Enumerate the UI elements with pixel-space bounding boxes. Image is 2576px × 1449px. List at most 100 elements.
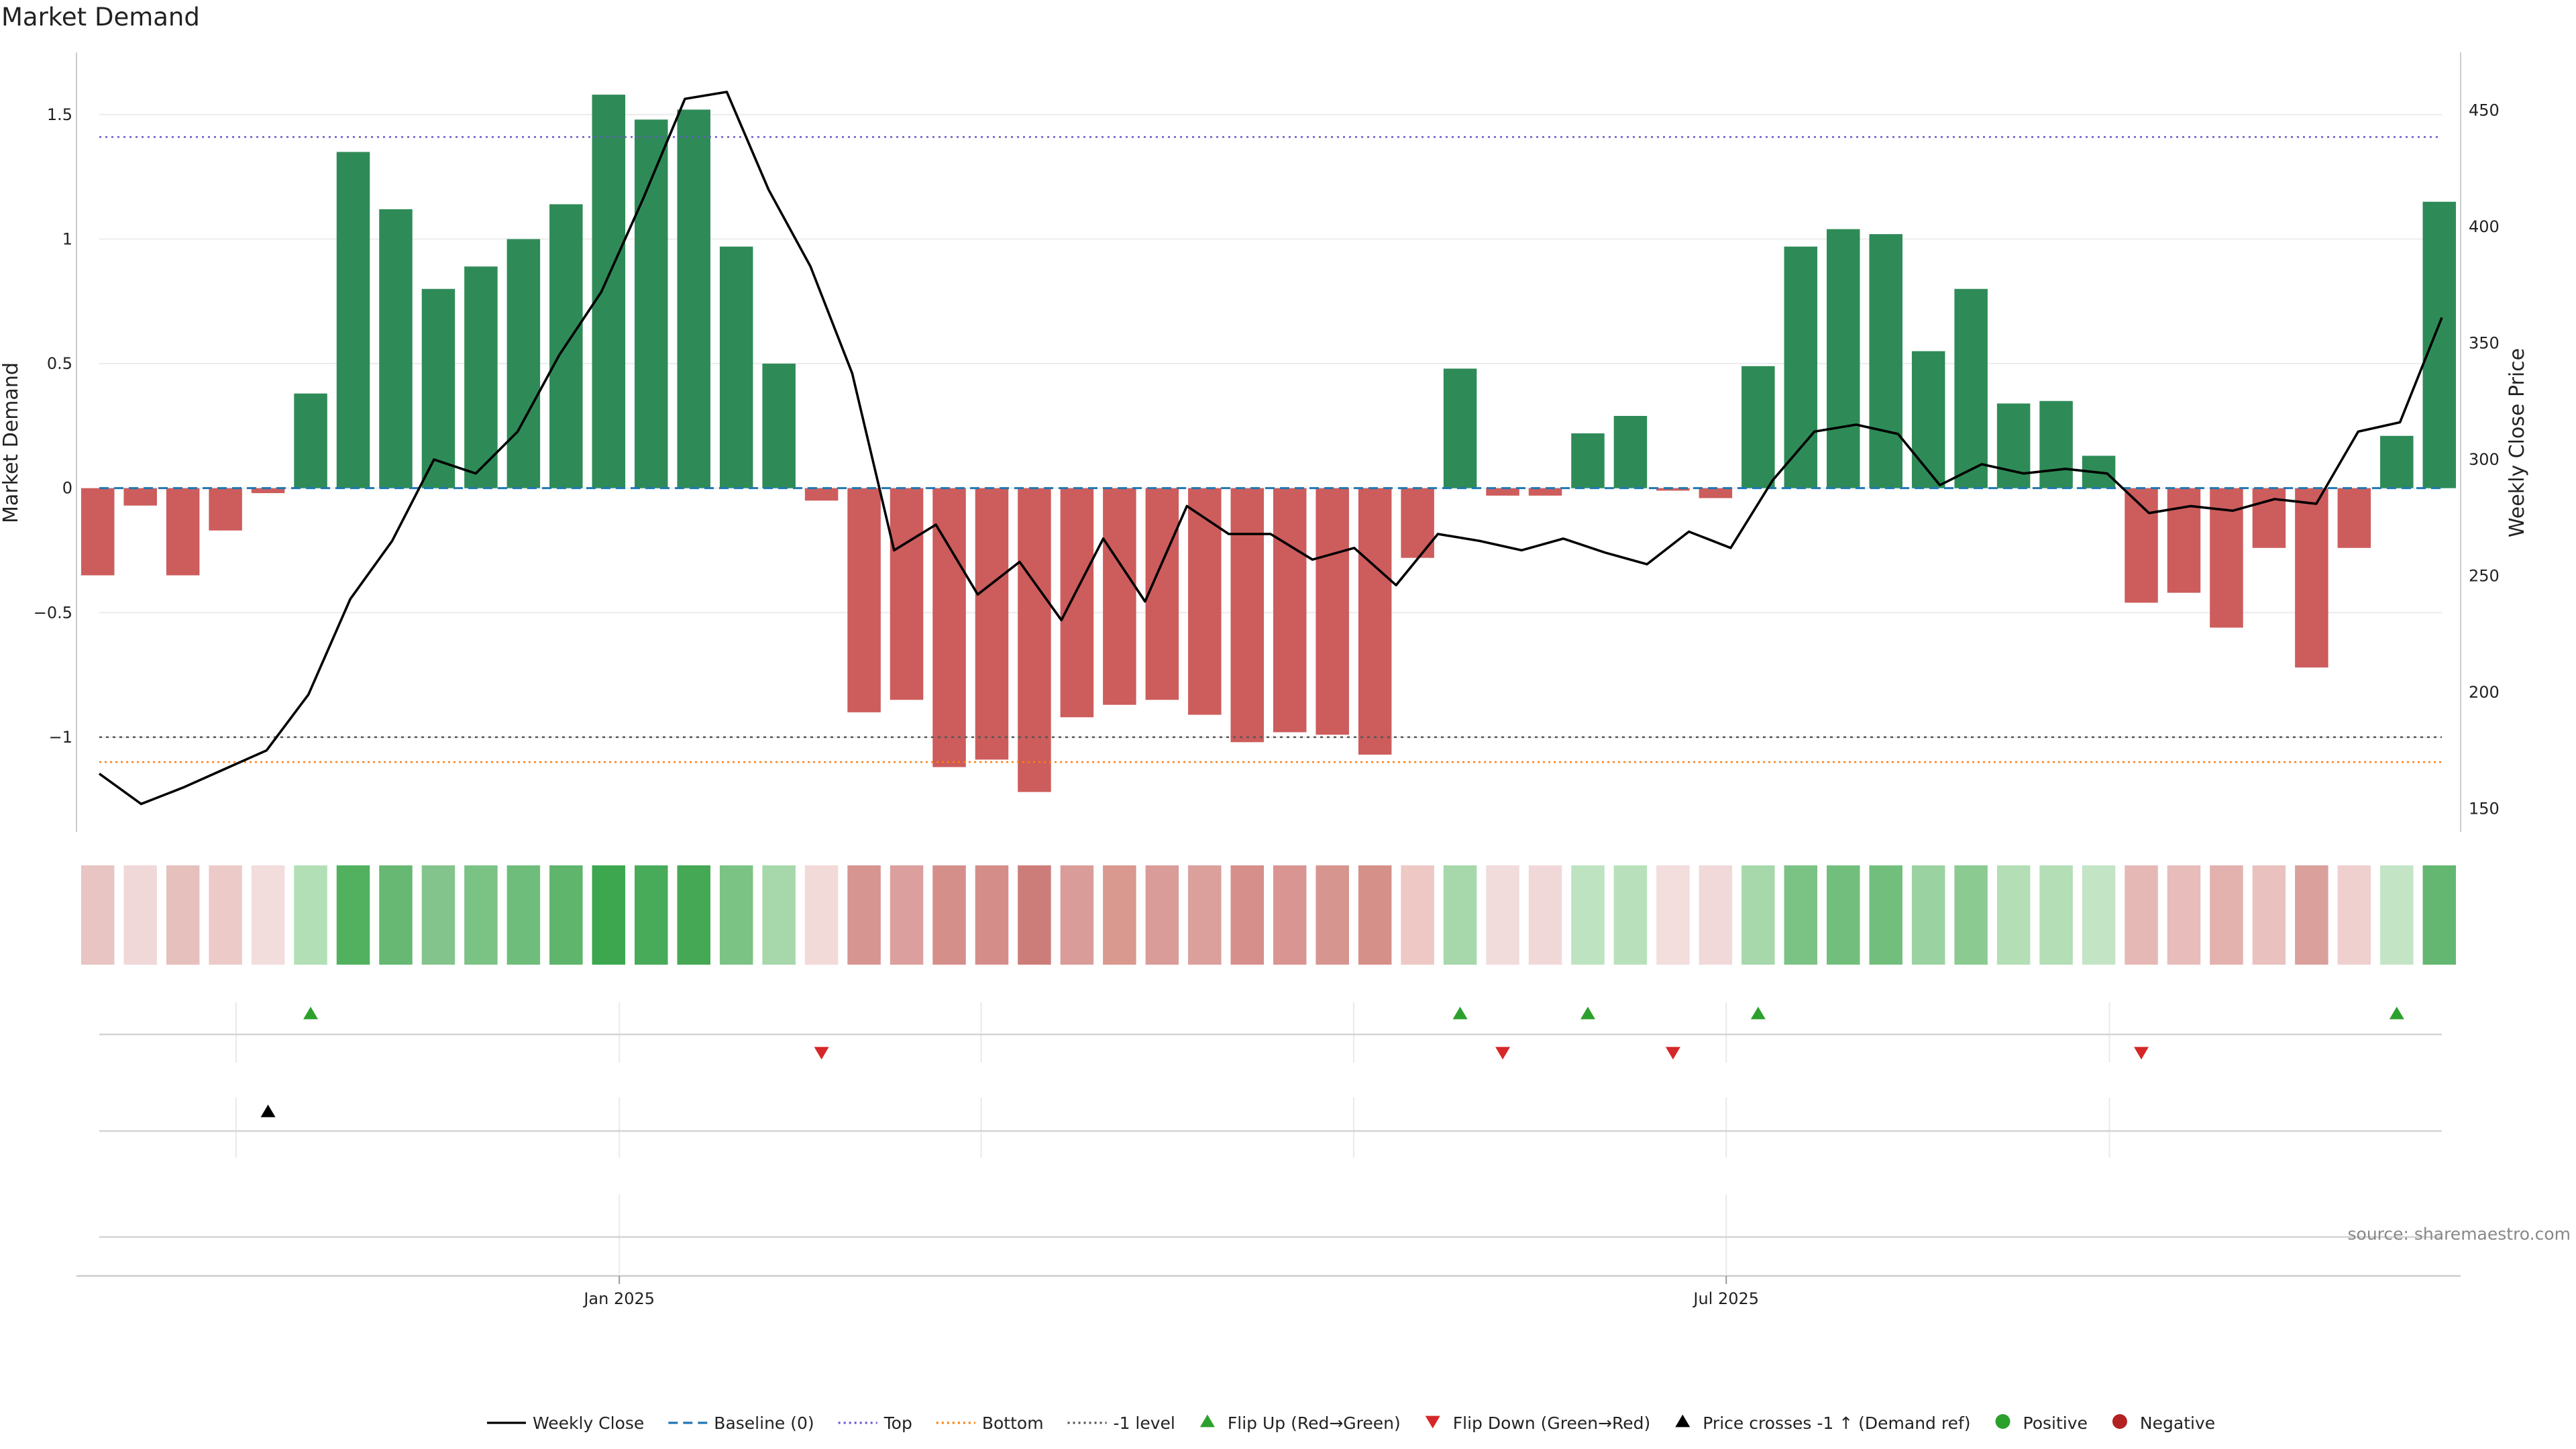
legend-negative: Negative bbox=[2112, 1413, 2215, 1433]
heat-cell bbox=[1996, 865, 2031, 965]
heat-cell bbox=[2082, 865, 2116, 965]
heat-cell bbox=[1571, 865, 1605, 965]
source-label: source: sharemaestro.com bbox=[2348, 1224, 2571, 1244]
heat-cell bbox=[421, 865, 455, 965]
demand-bar-negative bbox=[1230, 488, 1265, 743]
demand-bar-negative bbox=[975, 488, 1009, 760]
heat-cell bbox=[1827, 865, 1860, 965]
heat-cell bbox=[932, 865, 966, 965]
demand-bar-positive bbox=[2422, 201, 2457, 488]
left-tick-label: 0.5 bbox=[47, 354, 72, 373]
flip-up-marker bbox=[1580, 1006, 1595, 1020]
heat-cell bbox=[1103, 865, 1136, 965]
heat-cell bbox=[2295, 865, 2328, 965]
demand-bar-positive bbox=[592, 95, 626, 488]
heat-cell bbox=[1018, 865, 1051, 965]
price-line bbox=[98, 91, 2443, 806]
right-axis-label: Weekly Close Price bbox=[2506, 348, 2529, 537]
legend-bottom: Bottom bbox=[936, 1413, 1044, 1433]
demand-bar-positive bbox=[1571, 433, 1605, 488]
legend-label: Weekly Close bbox=[533, 1413, 644, 1433]
demand-bar-positive bbox=[421, 288, 455, 488]
demand-bar-negative bbox=[890, 488, 924, 700]
demand-bar-positive bbox=[677, 109, 710, 488]
left-tick-label: 1.5 bbox=[47, 105, 72, 124]
flip-down-marker bbox=[814, 1046, 829, 1060]
heat-cell bbox=[1316, 865, 1349, 965]
demand-bar-positive bbox=[294, 393, 327, 488]
weekly-close-line bbox=[98, 91, 2443, 806]
demand-bar-negative bbox=[1486, 488, 1519, 496]
heat-cell bbox=[1869, 865, 1902, 965]
demand-bar-positive bbox=[1911, 351, 1945, 488]
demand-bar-positive bbox=[1741, 366, 1775, 488]
flip-down-marker bbox=[1495, 1046, 1511, 1060]
demand-bar-positive bbox=[1443, 368, 1477, 488]
heat-cell bbox=[2252, 865, 2286, 965]
right-tick-label: 350 bbox=[2469, 334, 2500, 353]
legend-swatch bbox=[1425, 1415, 1440, 1429]
flip-up-marker bbox=[1452, 1006, 1468, 1020]
x-tick-label: Jul 2025 bbox=[1692, 1289, 1759, 1308]
demand-bar-negative bbox=[123, 488, 157, 506]
demand-bar-negative bbox=[804, 488, 839, 501]
heat-cell bbox=[166, 865, 200, 965]
left-tick-label: −0.5 bbox=[34, 603, 72, 622]
heat-cell bbox=[804, 865, 839, 965]
demand-bar-negative bbox=[1145, 488, 1179, 700]
heat-cell bbox=[2039, 865, 2073, 965]
heat-cell bbox=[1741, 865, 1775, 965]
right-tick-label: 250 bbox=[2469, 566, 2500, 585]
right-tick-label: 450 bbox=[2469, 101, 2500, 120]
heat-cell bbox=[635, 865, 668, 965]
demand-bar-positive bbox=[1827, 229, 1860, 488]
legend-label: Baseline (0) bbox=[714, 1413, 814, 1433]
demand-bar-negative bbox=[166, 488, 200, 576]
right-tick-label: 400 bbox=[2469, 217, 2500, 236]
legend-label: Positive bbox=[2023, 1413, 2088, 1433]
heat-cell bbox=[975, 865, 1009, 965]
right-tick-label: 200 bbox=[2469, 683, 2500, 702]
legend-label: Top bbox=[883, 1413, 912, 1433]
heat-cell bbox=[506, 865, 541, 965]
heat-cell bbox=[1401, 865, 1434, 965]
demand-bar-positive bbox=[1869, 234, 1902, 488]
heat-cell bbox=[2210, 865, 2243, 965]
demand-bar-negative bbox=[2295, 488, 2328, 667]
legend-weekly-close: Weekly Close bbox=[487, 1413, 644, 1433]
legend-swatch bbox=[2112, 1414, 2127, 1429]
legend-top: Top bbox=[838, 1413, 912, 1433]
heat-cell bbox=[592, 865, 626, 965]
demand-bar-negative bbox=[2167, 488, 2201, 593]
heat-cell bbox=[336, 865, 370, 965]
heat-cell bbox=[1060, 865, 1094, 965]
heat-cell bbox=[80, 865, 115, 965]
legend-label: Flip Down (Green→Red) bbox=[1453, 1413, 1651, 1433]
heat-cell bbox=[1954, 865, 1988, 965]
flip-up-marker bbox=[1750, 1006, 1766, 1020]
demand-bar-positive bbox=[506, 239, 541, 488]
heat-cell bbox=[209, 865, 242, 965]
left-tick-label: 1 bbox=[62, 229, 72, 248]
legend-price-crosses-1-demand-ref: Price crosses -1 ↑ (Demand ref) bbox=[1675, 1413, 1971, 1433]
legend-label: Bottom bbox=[982, 1413, 1044, 1433]
legend-baseline-0: Baseline (0) bbox=[668, 1413, 814, 1433]
demand-bar-positive bbox=[762, 364, 796, 488]
reference-lines bbox=[99, 136, 2442, 763]
heat-cell bbox=[1230, 865, 1265, 965]
legend-swatch bbox=[1675, 1414, 1690, 1428]
demand-bar-negative bbox=[1316, 488, 1349, 735]
heat-cell bbox=[847, 865, 881, 965]
heat-cell bbox=[2380, 865, 2414, 965]
demand-bar-negative bbox=[1401, 488, 1434, 558]
heat-cell bbox=[1784, 865, 1818, 965]
heat-cell bbox=[762, 865, 796, 965]
flip-up-marker bbox=[2389, 1006, 2404, 1020]
axes: 1.5 1 0.5 0 −0.5 −1 450 400 350 300 250 200 150 Marke… bbox=[0, 52, 2529, 832]
demand-bar-positive bbox=[635, 119, 668, 488]
demand-bar-positive bbox=[2380, 435, 2414, 488]
demand-bar-negative bbox=[1528, 488, 1562, 496]
left-axis-label: Market Demand bbox=[0, 362, 23, 523]
demand-bar-negative bbox=[1656, 488, 1690, 491]
